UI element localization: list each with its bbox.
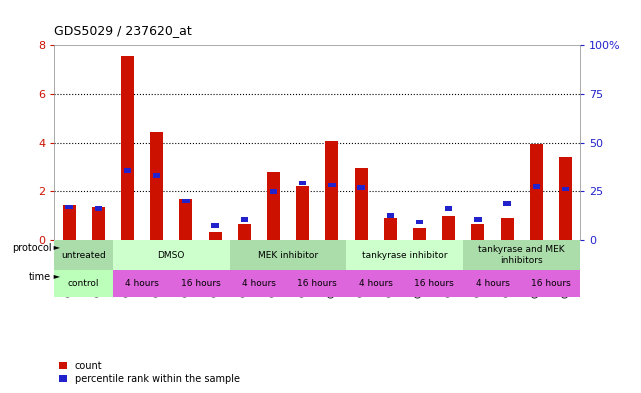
Text: DMSO: DMSO — [158, 251, 185, 260]
Bar — [354, 168, 368, 240]
Bar — [153, 173, 160, 178]
Bar — [113, 270, 171, 297]
Text: 16 hours: 16 hours — [297, 279, 337, 288]
Bar — [95, 206, 102, 211]
Bar — [413, 228, 426, 240]
Bar — [522, 270, 580, 297]
Bar — [270, 189, 277, 193]
Text: 16 hours: 16 hours — [181, 279, 221, 288]
Bar — [299, 181, 306, 185]
Bar — [65, 205, 72, 209]
Text: 4 hours: 4 hours — [359, 279, 393, 288]
Bar — [54, 240, 113, 270]
Text: 16 hours: 16 hours — [531, 279, 570, 288]
Text: 4 hours: 4 hours — [242, 279, 276, 288]
Bar — [533, 184, 540, 189]
Bar — [229, 240, 347, 270]
Bar — [179, 198, 192, 240]
Bar — [347, 240, 463, 270]
Bar — [529, 144, 543, 240]
Bar — [113, 240, 229, 270]
Bar — [326, 141, 338, 240]
Text: time: time — [29, 272, 51, 282]
Bar — [267, 172, 280, 240]
Bar — [63, 205, 76, 240]
Bar — [405, 270, 463, 297]
Bar — [416, 220, 423, 224]
Bar — [238, 224, 251, 240]
Bar — [474, 217, 481, 222]
Text: 4 hours: 4 hours — [125, 279, 159, 288]
Bar — [387, 213, 394, 218]
Bar — [559, 157, 572, 240]
Text: untreated: untreated — [62, 251, 106, 260]
Bar — [463, 240, 580, 270]
Bar — [150, 132, 163, 240]
Bar — [347, 270, 405, 297]
Bar — [445, 206, 453, 211]
Bar — [503, 201, 511, 206]
Text: ►: ► — [51, 272, 60, 281]
Text: control: control — [68, 279, 99, 288]
Bar — [54, 270, 113, 297]
Bar — [471, 224, 485, 240]
Bar — [296, 186, 309, 240]
Text: tankyrase inhibitor: tankyrase inhibitor — [362, 251, 447, 260]
Text: protocol: protocol — [12, 242, 51, 253]
Bar — [240, 217, 248, 222]
Bar — [442, 216, 455, 240]
Bar — [562, 187, 569, 191]
Text: MEK inhibitor: MEK inhibitor — [258, 251, 318, 260]
Bar — [384, 218, 397, 240]
Bar — [328, 183, 335, 187]
Text: 16 hours: 16 hours — [414, 279, 454, 288]
Text: tankyrase and MEK
inhibitors: tankyrase and MEK inhibitors — [478, 245, 565, 265]
Bar — [463, 270, 522, 297]
Bar — [92, 207, 105, 240]
Bar — [358, 185, 365, 190]
Bar — [229, 270, 288, 297]
Legend: count, percentile rank within the sample: count, percentile rank within the sample — [60, 361, 240, 384]
Text: 4 hours: 4 hours — [476, 279, 510, 288]
Text: ►: ► — [51, 243, 60, 252]
Bar — [501, 218, 513, 240]
Text: GDS5029 / 237620_at: GDS5029 / 237620_at — [54, 24, 192, 37]
Bar — [124, 169, 131, 173]
Bar — [288, 270, 347, 297]
Bar — [121, 56, 134, 240]
Bar — [171, 270, 229, 297]
Bar — [182, 199, 190, 203]
Bar — [212, 223, 219, 228]
Bar — [208, 231, 222, 240]
